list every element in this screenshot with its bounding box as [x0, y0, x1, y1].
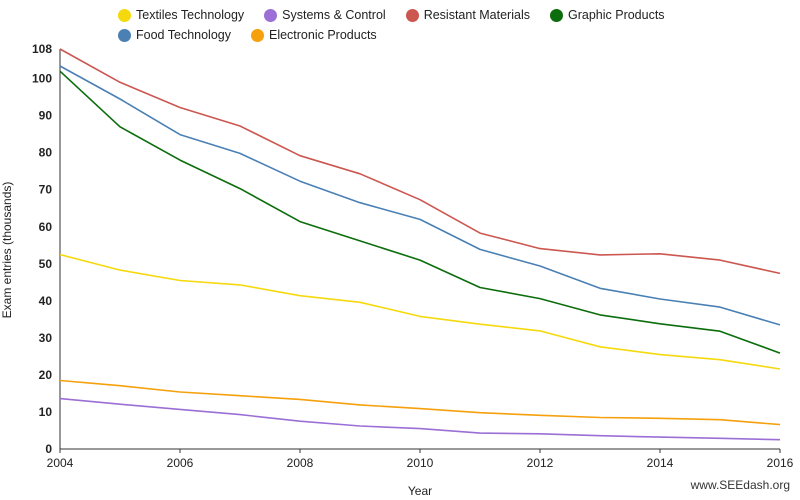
legend-item: Textiles Technology	[118, 5, 244, 25]
x-tick-label: 2014	[647, 456, 674, 470]
series-line	[59, 379, 781, 426]
legend-label: Resistant Materials	[423, 8, 530, 22]
x-tick-label: 2010	[407, 456, 434, 470]
x-tick-label: 2008	[287, 456, 314, 470]
legend-label: Textiles Technology	[136, 8, 245, 22]
x-axis-title: Year	[408, 484, 432, 498]
legend-swatch	[264, 8, 278, 22]
y-tick-label: 60	[39, 220, 53, 234]
y-tick-label: 100	[32, 72, 52, 86]
x-tick-label: 2012	[527, 456, 554, 470]
x-tick-labels: 2004 2006 2008 2010 2012 2014 2016	[47, 449, 794, 470]
legend-swatch	[118, 28, 131, 42]
legend-item: Resistant Materials	[405, 5, 530, 25]
y-tick-label: 50	[39, 257, 53, 271]
x-tick-label: 2004	[47, 456, 74, 470]
y-tick-label: 70	[39, 183, 53, 197]
watermark-text: www.SEEdash.org	[690, 478, 790, 492]
legend-item: Systems & Control	[264, 5, 386, 25]
series-line	[59, 65, 781, 326]
series-line	[59, 48, 781, 275]
legend-swatch	[118, 8, 131, 22]
x-tick-label: 2016	[767, 456, 794, 470]
legend-label: Systems & Control	[282, 8, 386, 22]
axes	[59, 49, 780, 450]
legend-label: Electronic Products	[268, 28, 377, 42]
y-axis-title: Exam entries (thousands)	[0, 182, 14, 319]
y-tick-label: 90	[39, 109, 53, 123]
series-line	[59, 70, 781, 354]
y-tick-label: 108	[32, 42, 52, 56]
legend-swatch	[250, 28, 264, 42]
legend: Textiles Technology Systems & Control Resi…	[118, 5, 778, 45]
y-tick-label: 20	[39, 368, 53, 382]
y-tick-label: 30	[39, 331, 53, 345]
y-tick-labels: 0 10 20 30 40 50 60 70 80 90 100 108	[32, 42, 52, 456]
y-tick-label: 0	[45, 442, 52, 456]
legend-swatch	[549, 8, 563, 22]
series-line	[59, 253, 781, 370]
legend-item: Graphic Products	[549, 5, 665, 25]
legend-label: Graphic Products	[567, 8, 665, 22]
y-tick-label: 10	[39, 405, 53, 419]
legend-item: Food Technology	[118, 25, 231, 45]
x-tick-label: 2006	[167, 456, 194, 470]
y-tick-label: 80	[39, 146, 53, 160]
series-line	[59, 397, 781, 441]
legend-label: Food Technology	[136, 28, 231, 42]
y-tick-label: 40	[39, 294, 53, 308]
legend-swatch	[405, 8, 419, 22]
series-lines	[59, 48, 781, 441]
legend-item: Electronic Products	[250, 25, 377, 45]
